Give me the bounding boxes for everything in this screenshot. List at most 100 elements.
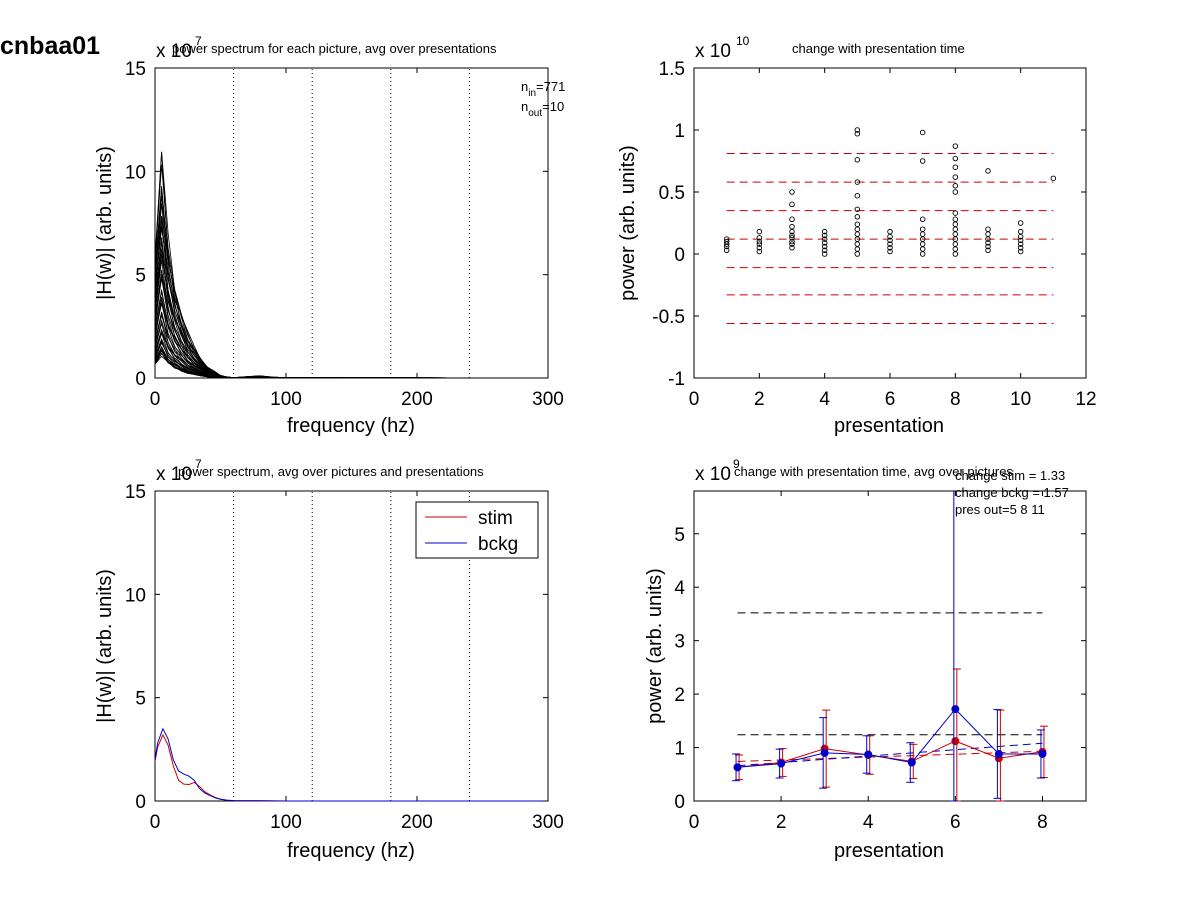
scatter-point (821, 236, 828, 242)
y-tick-label: 10 (125, 585, 146, 606)
y-tick-label: 2 (674, 685, 685, 706)
chart-title: change with presentation time (792, 41, 965, 56)
axes-frame (693, 490, 1087, 802)
scatter-point (985, 231, 991, 237)
scatter-point (789, 232, 795, 239)
scatter-point (756, 228, 763, 235)
x-axis-label: presentation (834, 415, 944, 437)
scatter-point (919, 158, 926, 164)
n-out-annotation: nout=10 (521, 99, 564, 119)
y-tick-label: 5 (135, 266, 146, 287)
spectrum-line (154, 215, 548, 379)
y-tick-label: 4 (674, 578, 685, 599)
panel-top-left-spectrum: 0 100 200 300 0 5 10 15 power spectrum for each… (94, 34, 565, 437)
scatter-point (854, 179, 861, 185)
spectrum-line (154, 273, 548, 379)
y-tick-label: 5 (135, 689, 146, 710)
scatter-point (854, 214, 861, 220)
panel-bottom-left-avg-spectrum: 0 100 200 300 0 5 10 15 power spectrum, avg ove… (94, 457, 564, 862)
trend-line (737, 750, 1043, 762)
annotation-pres-out: pres out=5 8 11 (955, 502, 1045, 517)
x-tick-label: 300 (532, 812, 564, 833)
series-marker-bckg (951, 705, 960, 714)
y-exponent: 9 (733, 457, 740, 471)
spectrum-line (154, 241, 548, 379)
scatter-point (1017, 245, 1024, 251)
scatter-point (789, 201, 795, 208)
scatter-point (723, 238, 730, 245)
scatter-point (854, 127, 861, 133)
scatter-point (854, 246, 861, 252)
spectrum-line (154, 302, 548, 379)
panel-bottom-right-avg-change: 0 2 4 6 8 0 1 2 3 4 5 change with presentation tim… (644, 457, 1087, 862)
scatter-point (952, 221, 959, 227)
spectrum-line (154, 298, 548, 379)
scatter-point (854, 157, 861, 163)
scatter-point (952, 164, 959, 170)
scatter-point (756, 235, 763, 241)
scatter-point (952, 183, 959, 189)
scatter-point (952, 189, 959, 195)
scatter-point (821, 251, 828, 257)
series-marker-bckg (994, 749, 1003, 758)
scatter-point (919, 129, 926, 136)
scatter-point (952, 241, 959, 247)
spectrum-line (154, 312, 548, 379)
scatter-point (985, 226, 991, 232)
x-tick-label: 12 (1075, 389, 1096, 410)
scatter-point (1017, 241, 1024, 247)
x-axis-label: presentation (834, 840, 944, 862)
spectrum-line (154, 164, 548, 379)
spectrum-line (154, 311, 548, 379)
spectrum-lines (154, 727, 548, 802)
y-exponent-base: x 10 (695, 41, 731, 62)
scatter-point (854, 206, 861, 213)
y-tick-label: -1 (668, 369, 685, 390)
y-axis-label: |H(w)| (arb. units) (94, 569, 116, 723)
y-tick-label: 1 (674, 121, 685, 142)
scatter-point (952, 251, 959, 257)
y-axis-label: power (arb. units) (617, 145, 639, 301)
axis-ticks: 0 100 200 300 0 5 10 15 (125, 59, 564, 410)
x-axis-label: frequency (hz) (287, 415, 415, 437)
scatter-point (756, 238, 763, 245)
scatter-point (821, 232, 828, 239)
scatter-point (952, 155, 959, 162)
x-tick-label: 0 (689, 812, 700, 833)
reference-lines (737, 612, 1043, 767)
axis-ticks: 0 2 4 6 8 10 12 -1 -0.5 0 0.5 1 1.5 (652, 59, 1096, 410)
y-exponent: 10 (736, 34, 750, 48)
scatter-point (985, 240, 991, 246)
scatter-point (854, 241, 861, 247)
scatter-point (789, 241, 795, 247)
axis-ticks: 0 2 4 6 8 0 1 2 3 4 5 (674, 491, 1086, 833)
spectrum-line (154, 185, 548, 379)
spectrum-line (154, 237, 548, 379)
spectrum-line (154, 151, 548, 379)
legend-box (415, 501, 539, 559)
scatter-point (952, 143, 959, 149)
y-exponent-base: x 10 (695, 464, 731, 485)
scatter-point (919, 246, 926, 252)
chart-title: power spectrum, avg over pictures and pr… (178, 464, 484, 479)
x-tick-label: 0 (150, 389, 161, 410)
scatter-point (887, 241, 893, 247)
legend-label-bckg: bckg (478, 534, 518, 555)
axes-frame (693, 67, 1087, 379)
scatter-point (854, 226, 861, 232)
spectrum-line (154, 302, 548, 379)
y-tick-label: 0.5 (659, 183, 685, 204)
scatter-point (821, 243, 828, 250)
scatter-point (985, 243, 991, 250)
scatter-point (854, 130, 861, 137)
scatter-point (952, 226, 959, 232)
x-tick-label: 300 (532, 389, 564, 410)
scatter-point (985, 247, 991, 254)
series-marker-bckg (1038, 749, 1047, 758)
scatter-point (854, 251, 861, 257)
scatter-point (1017, 248, 1024, 255)
spectrum-line (154, 255, 548, 379)
scatter-point (887, 248, 893, 255)
series-marker-bckg (820, 748, 829, 757)
